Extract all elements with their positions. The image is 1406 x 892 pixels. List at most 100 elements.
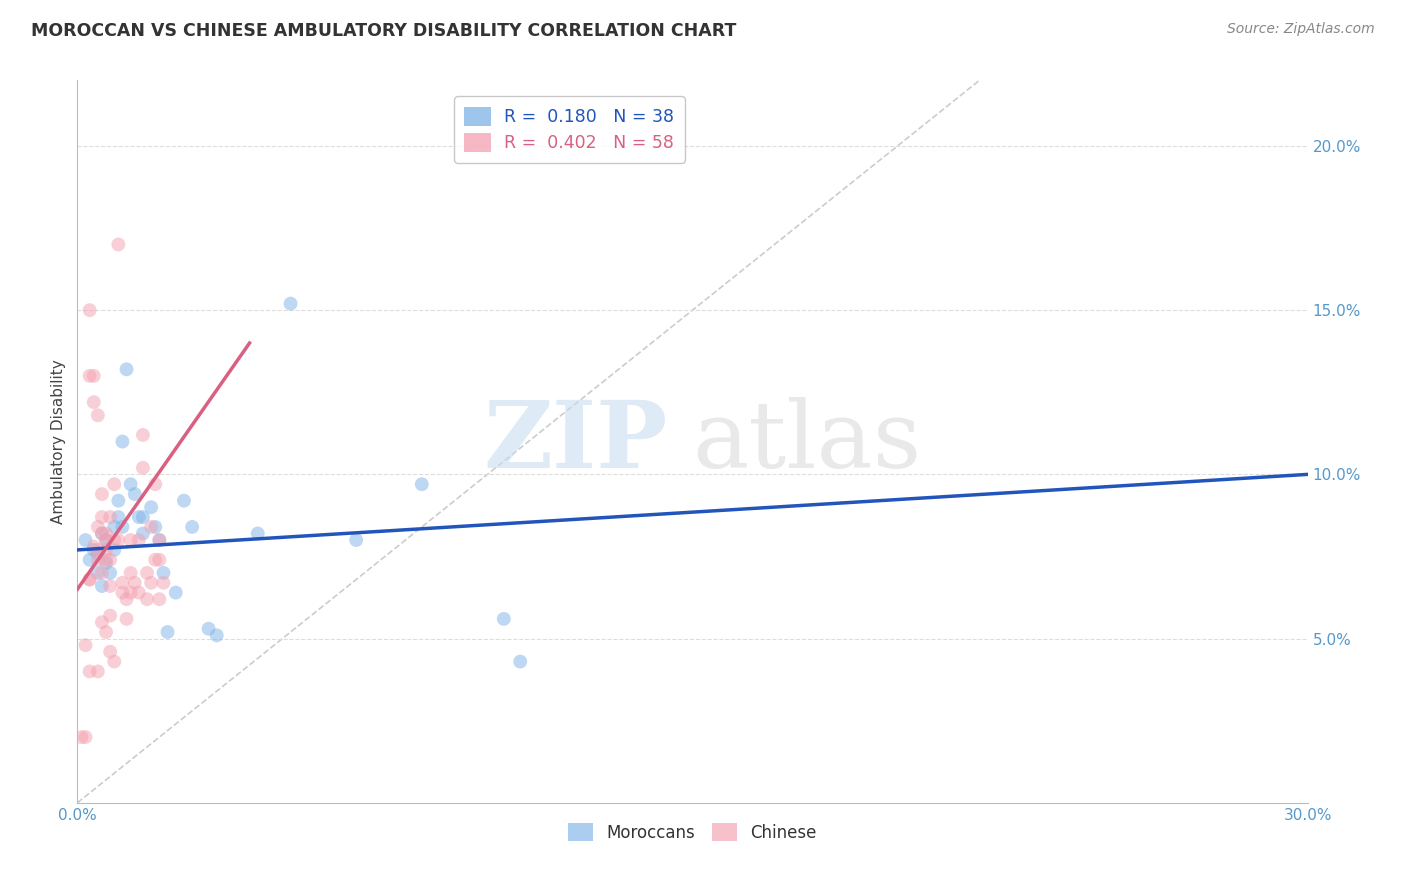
Point bbox=[79, 573, 101, 587]
Point bbox=[120, 566, 142, 580]
Point bbox=[70, 730, 93, 744]
Point bbox=[79, 368, 101, 383]
Point bbox=[120, 533, 142, 547]
Text: MOROCCAN VS CHINESE AMBULATORY DISABILITY CORRELATION CHART: MOROCCAN VS CHINESE AMBULATORY DISABILIT… bbox=[31, 22, 737, 40]
Point bbox=[115, 612, 138, 626]
Point bbox=[94, 625, 117, 640]
Point bbox=[411, 477, 433, 491]
Point bbox=[79, 303, 101, 318]
Point bbox=[165, 585, 187, 599]
Point bbox=[98, 579, 121, 593]
Y-axis label: Ambulatory Disability: Ambulatory Disability bbox=[51, 359, 66, 524]
Point bbox=[103, 533, 125, 547]
Point bbox=[94, 533, 117, 547]
Point bbox=[90, 566, 114, 580]
Point bbox=[132, 428, 155, 442]
Point bbox=[87, 566, 110, 580]
Point bbox=[136, 592, 159, 607]
Point bbox=[148, 553, 170, 567]
Point bbox=[246, 526, 269, 541]
Point bbox=[87, 520, 110, 534]
Legend: Moroccans, Chinese: Moroccans, Chinese bbox=[561, 817, 824, 848]
Point bbox=[115, 362, 138, 376]
Point bbox=[173, 493, 195, 508]
Point bbox=[141, 575, 163, 590]
Point bbox=[205, 628, 228, 642]
Point bbox=[111, 585, 134, 599]
Point bbox=[124, 575, 146, 590]
Point bbox=[94, 526, 117, 541]
Point bbox=[83, 395, 105, 409]
Point bbox=[83, 542, 105, 557]
Point bbox=[90, 579, 114, 593]
Point bbox=[75, 730, 97, 744]
Point bbox=[87, 409, 110, 423]
Point bbox=[98, 566, 121, 580]
Point bbox=[143, 520, 166, 534]
Point bbox=[143, 553, 166, 567]
Point bbox=[87, 665, 110, 679]
Point bbox=[90, 526, 114, 541]
Point bbox=[143, 477, 166, 491]
Text: ZIP: ZIP bbox=[484, 397, 668, 486]
Point bbox=[128, 585, 150, 599]
Point bbox=[128, 533, 150, 547]
Point bbox=[98, 510, 121, 524]
Text: Source: ZipAtlas.com: Source: ZipAtlas.com bbox=[1227, 22, 1375, 37]
Point bbox=[344, 533, 367, 547]
Point bbox=[111, 520, 134, 534]
Point bbox=[111, 575, 134, 590]
Point bbox=[83, 540, 105, 554]
Point bbox=[141, 520, 163, 534]
Point bbox=[280, 296, 302, 310]
Point bbox=[75, 638, 97, 652]
Point bbox=[156, 625, 179, 640]
Point bbox=[152, 575, 174, 590]
Point bbox=[181, 520, 204, 534]
Point bbox=[98, 608, 121, 623]
Point bbox=[94, 542, 117, 557]
Point bbox=[90, 487, 114, 501]
Point bbox=[79, 573, 101, 587]
Point bbox=[90, 510, 114, 524]
Point bbox=[103, 542, 125, 557]
Point bbox=[509, 655, 531, 669]
Point bbox=[87, 546, 110, 560]
Point bbox=[98, 553, 121, 567]
Point bbox=[136, 566, 159, 580]
Point bbox=[107, 237, 129, 252]
Point bbox=[90, 526, 114, 541]
Point bbox=[115, 592, 138, 607]
Point bbox=[132, 460, 155, 475]
Point bbox=[197, 622, 219, 636]
Point bbox=[120, 585, 142, 599]
Point bbox=[83, 368, 105, 383]
Point bbox=[103, 477, 125, 491]
Point bbox=[103, 520, 125, 534]
Point bbox=[87, 553, 110, 567]
Point bbox=[152, 566, 174, 580]
Point bbox=[94, 553, 117, 567]
Point bbox=[132, 510, 155, 524]
Text: atlas: atlas bbox=[693, 397, 922, 486]
Point bbox=[148, 533, 170, 547]
Point bbox=[128, 510, 150, 524]
Point bbox=[120, 477, 142, 491]
Point bbox=[141, 500, 163, 515]
Point bbox=[111, 434, 134, 449]
Point bbox=[79, 665, 101, 679]
Point bbox=[492, 612, 515, 626]
Point bbox=[75, 533, 97, 547]
Point bbox=[87, 542, 110, 557]
Point bbox=[124, 487, 146, 501]
Point bbox=[107, 533, 129, 547]
Point bbox=[103, 655, 125, 669]
Point bbox=[148, 592, 170, 607]
Point bbox=[132, 526, 155, 541]
Point bbox=[107, 493, 129, 508]
Point bbox=[94, 533, 117, 547]
Point bbox=[94, 556, 117, 570]
Point bbox=[107, 510, 129, 524]
Point bbox=[98, 645, 121, 659]
Point bbox=[90, 615, 114, 630]
